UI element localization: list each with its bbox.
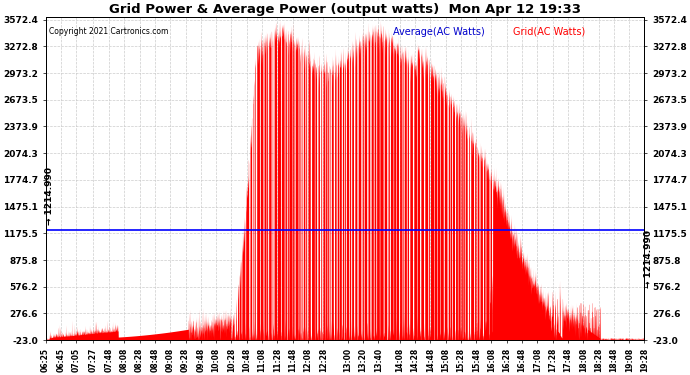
Title: Grid Power & Average Power (output watts)  Mon Apr 12 19:33: Grid Power & Average Power (output watts… [109, 3, 581, 16]
Text: Average(AC Watts): Average(AC Watts) [393, 27, 484, 37]
Text: → 1214.990: → 1214.990 [45, 167, 54, 225]
Text: Copyright 2021 Cartronics.com: Copyright 2021 Cartronics.com [48, 27, 168, 36]
Text: Grid(AC Watts): Grid(AC Watts) [513, 27, 585, 37]
Text: → 1214.990: → 1214.990 [644, 230, 653, 288]
